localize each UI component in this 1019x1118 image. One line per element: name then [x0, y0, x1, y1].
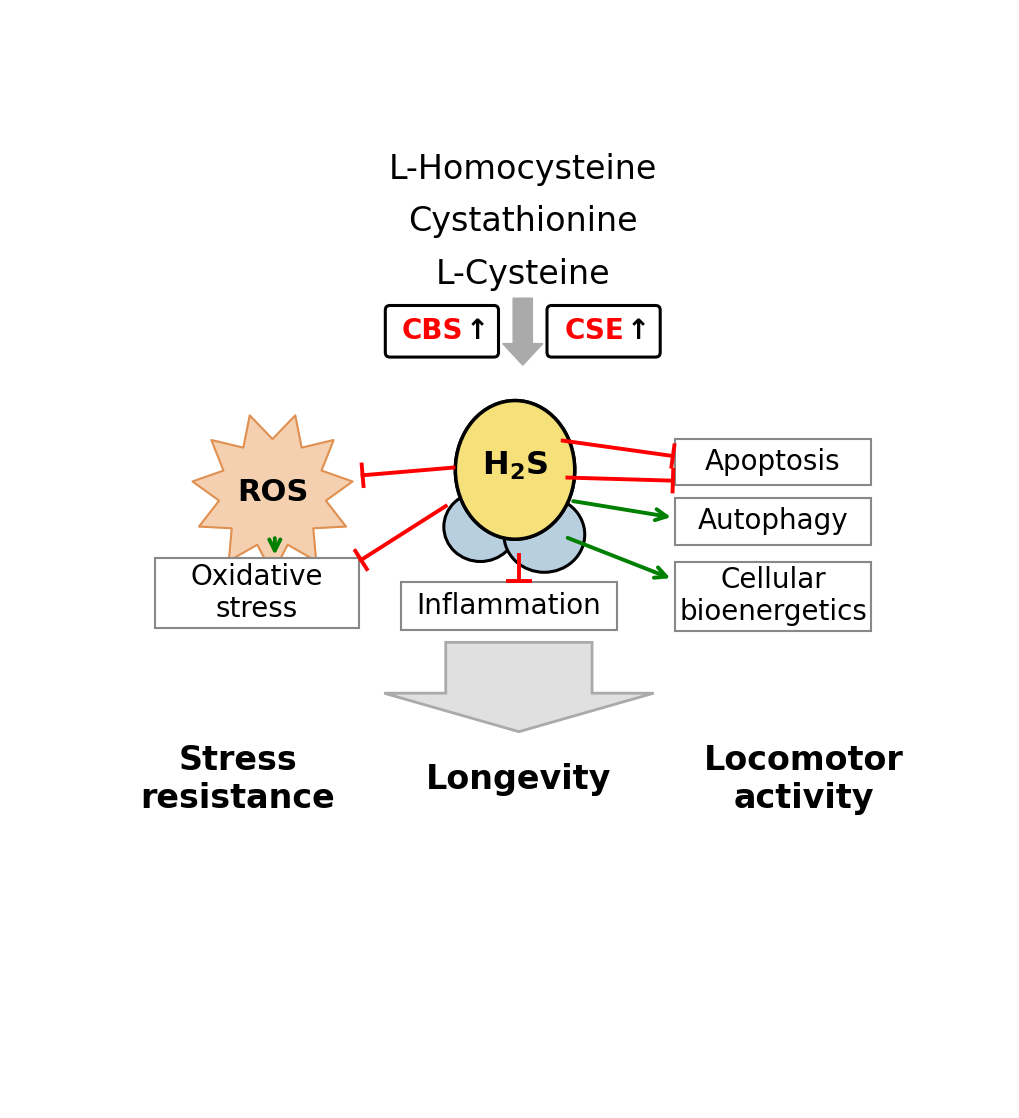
FancyBboxPatch shape [546, 305, 659, 357]
Ellipse shape [454, 400, 574, 539]
Text: CSE: CSE [564, 318, 624, 345]
Text: Stress
resistance: Stress resistance [141, 743, 335, 815]
Polygon shape [193, 416, 353, 574]
Ellipse shape [454, 400, 574, 539]
Ellipse shape [443, 492, 517, 561]
Text: Locomotor
activity: Locomotor activity [703, 743, 903, 815]
FancyBboxPatch shape [675, 561, 870, 631]
Text: CBS: CBS [401, 318, 463, 345]
Text: Apoptosis: Apoptosis [704, 448, 840, 476]
Ellipse shape [503, 496, 584, 572]
Text: Cellular
bioenergetics: Cellular bioenergetics [679, 566, 866, 626]
FancyBboxPatch shape [675, 439, 870, 485]
Polygon shape [384, 643, 653, 731]
Text: ROS: ROS [236, 479, 308, 508]
Text: Cystathionine: Cystathionine [408, 206, 637, 238]
Text: $\mathregular{H_2S}$: $\mathregular{H_2S}$ [481, 449, 547, 482]
FancyArrow shape [502, 299, 542, 366]
Text: ↑: ↑ [465, 318, 488, 345]
Text: Autophagy: Autophagy [697, 508, 848, 536]
FancyBboxPatch shape [155, 558, 359, 627]
Text: Oxidative
stress: Oxidative stress [191, 562, 323, 623]
Text: L-Cysteine: L-Cysteine [435, 258, 609, 291]
FancyBboxPatch shape [400, 582, 616, 631]
Text: Longevity: Longevity [426, 762, 611, 796]
FancyBboxPatch shape [385, 305, 498, 357]
Text: Inflammation: Inflammation [416, 593, 600, 620]
FancyBboxPatch shape [675, 499, 870, 544]
Text: L-Homocysteine: L-Homocysteine [388, 153, 656, 186]
Text: ↑: ↑ [627, 318, 650, 345]
